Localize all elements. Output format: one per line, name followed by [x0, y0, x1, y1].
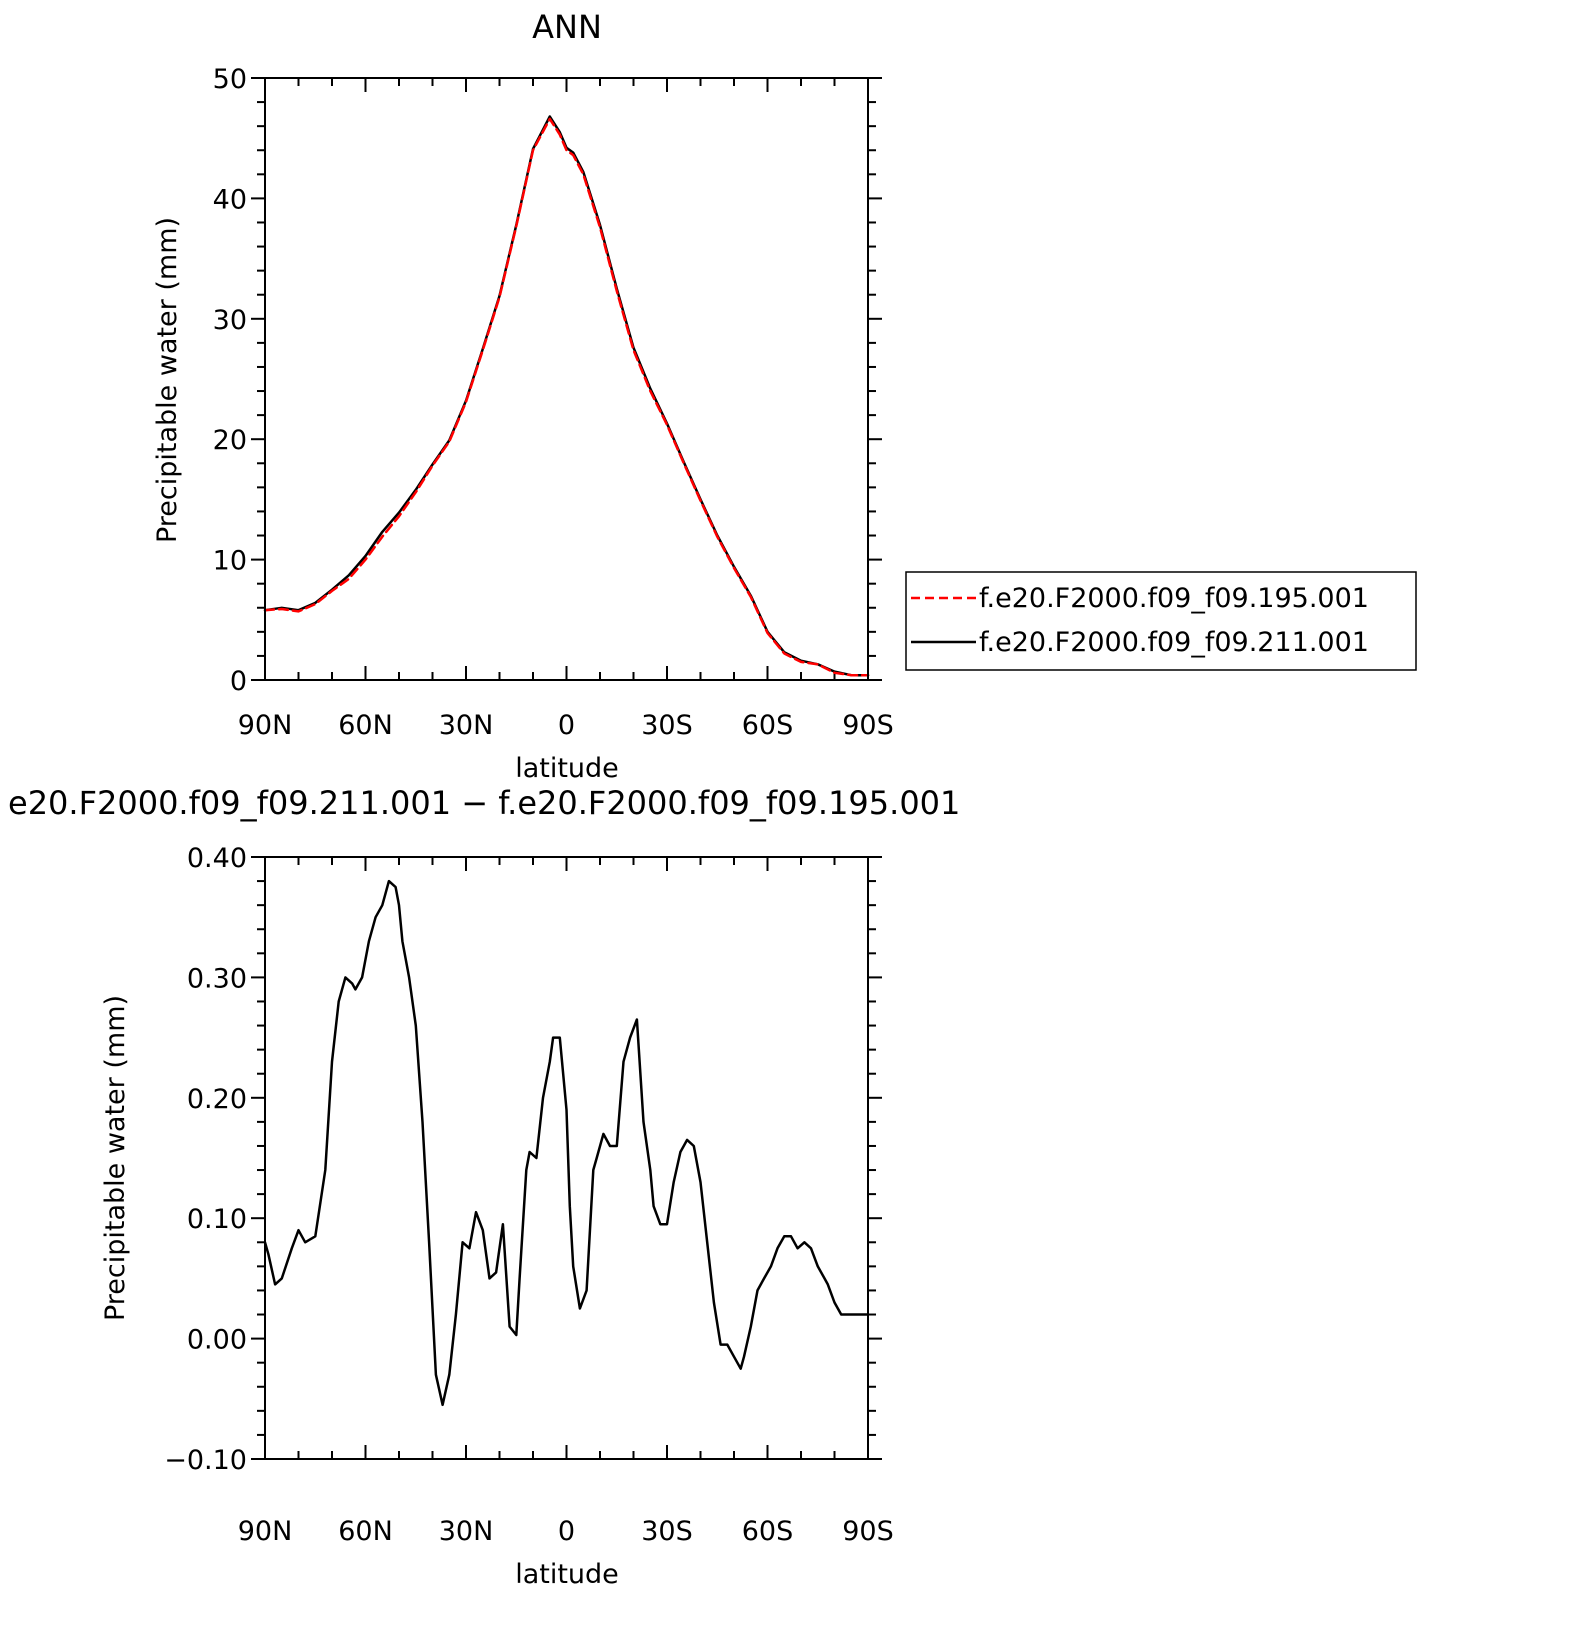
y-tick-labels: −0.10 0.00 0.10 0.20 0.30 0.40: [164, 843, 247, 1476]
y-tick-label: 0.20: [187, 1084, 247, 1115]
y-tick-label: 30: [213, 305, 247, 336]
data-lines: [263, 115, 870, 677]
x-tick-label: 60N: [338, 1516, 393, 1547]
y-tick-label: 50: [213, 64, 247, 95]
chart-panel-difference: e20.F2000.f09_f09.211.001 − f.e20.F2000.…: [8, 784, 960, 1590]
x-tick-label: 90S: [842, 710, 894, 741]
chart-title: ANN: [532, 8, 602, 46]
x-tick-label: 60N: [338, 710, 393, 741]
x-tick-label: 30S: [641, 710, 693, 741]
y-tick-label: 0: [230, 666, 247, 697]
x-tick-label: 60S: [742, 1516, 794, 1547]
x-tick-label: 30N: [439, 710, 494, 741]
x-tick-label: 0: [558, 1516, 575, 1547]
plot-frame: [264, 77, 869, 681]
plot-frame: [264, 856, 869, 1460]
series-line-f-e20-f2000-f09-f09-211-001: [263, 115, 870, 677]
x-tick-label: 30S: [641, 1516, 693, 1547]
x-axis-label: latitude: [515, 1559, 619, 1590]
legend: f.e20.F2000.f09_f09.195.001 f.e20.F2000.…: [905, 571, 1417, 671]
x-tick-label: 90S: [842, 1516, 894, 1547]
y-axis-label: Precipitable water (mm): [100, 995, 131, 1321]
chart-title: e20.F2000.f09_f09.211.001 − f.e20.F2000.…: [8, 784, 960, 822]
x-tick-label: 0: [558, 710, 575, 741]
legend-box: [905, 571, 1417, 671]
x-tick-label: 90N: [238, 1516, 293, 1547]
x-axis-label: latitude: [515, 753, 619, 784]
series-line-difference: [263, 879, 870, 1407]
x-tick-labels: 90N 60N 30N 0 30S 60S 90S: [238, 1516, 894, 1547]
y-tick-label: 20: [213, 425, 247, 456]
y-tick-label: 0.10: [187, 1204, 247, 1235]
y-tick-label: 10: [213, 546, 247, 577]
y-tick-label: 0.40: [187, 843, 247, 874]
legend-label-211: f.e20.F2000.f09_f09.211.001: [979, 627, 1369, 658]
x-tick-label: 60S: [742, 710, 794, 741]
y-tick-label: −0.10: [164, 1445, 247, 1476]
tick-marks: [251, 77, 882, 681]
chart-panel-annual-mean: ANN 90N 60N 30N 0 30S 60S 90S 0 10 20 30 40 50 lati…: [152, 8, 1417, 784]
series-line-f-e20-f2000-f09-f09-195-001: [263, 117, 870, 677]
x-tick-labels: 90N 60N 30N 0 30S 60S 90S: [238, 710, 894, 741]
x-tick-label: 30N: [439, 1516, 494, 1547]
y-tick-label: 40: [213, 184, 247, 215]
y-tick-label: 0.00: [187, 1325, 247, 1356]
tick-marks: [251, 856, 882, 1460]
legend-label-195: f.e20.F2000.f09_f09.195.001: [979, 583, 1369, 614]
x-tick-label: 90N: [238, 710, 293, 741]
y-axis-label: Precipitable water (mm): [152, 217, 183, 543]
y-tick-label: 0.30: [187, 963, 247, 994]
y-tick-labels: 0 10 20 30 40 50: [213, 64, 247, 697]
data-lines: [263, 879, 870, 1407]
